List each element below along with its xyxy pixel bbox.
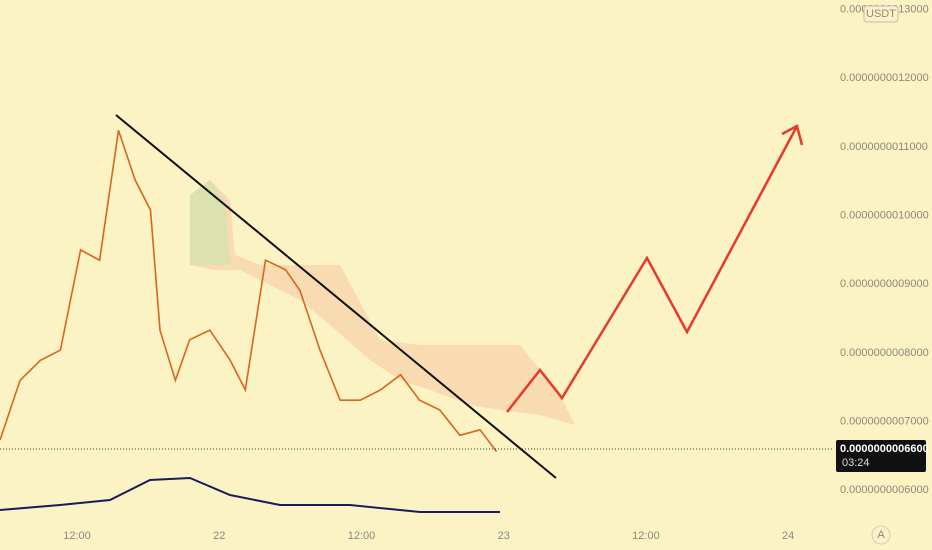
x-tick-label: 22 [213, 530, 225, 542]
arrow-head [781, 124, 804, 146]
x-tick-label: 24 [782, 530, 794, 542]
forecast-arrow [506, 125, 799, 413]
countdown: 03:24 [842, 457, 870, 469]
last-price-box [836, 439, 926, 472]
y-tick-label: 0.0000000006000 [840, 484, 929, 496]
y-tick-label: 0.0000000007000 [840, 415, 929, 427]
y-tick-label: 0.0000000009000 [840, 278, 929, 290]
y-tick-label: 0.0000000010000 [840, 209, 929, 221]
volume-average [0, 476, 500, 513]
x-tick-label: 12:00 [348, 530, 376, 542]
price-line [0, 130, 498, 453]
trend-line [115, 114, 557, 479]
y-tick-label: 0.0000000008000 [840, 347, 929, 359]
currency: USDT [866, 8, 896, 20]
x-tick-label: 12:00 [632, 530, 660, 542]
x-tick-label: 23 [498, 530, 510, 542]
currency-badge[interactable] [863, 5, 899, 23]
x-tick-label: 12:00 [63, 530, 91, 542]
last-price-label: 0.0000000006600 [840, 443, 929, 455]
cloud [190, 180, 575, 425]
scale-button[interactable] [871, 525, 891, 545]
scale-mode[interactable]: A [877, 529, 885, 541]
y-tick-label: 0.0000000011000 [840, 141, 928, 153]
y-tick-label: 0.0000000012000 [840, 72, 929, 84]
